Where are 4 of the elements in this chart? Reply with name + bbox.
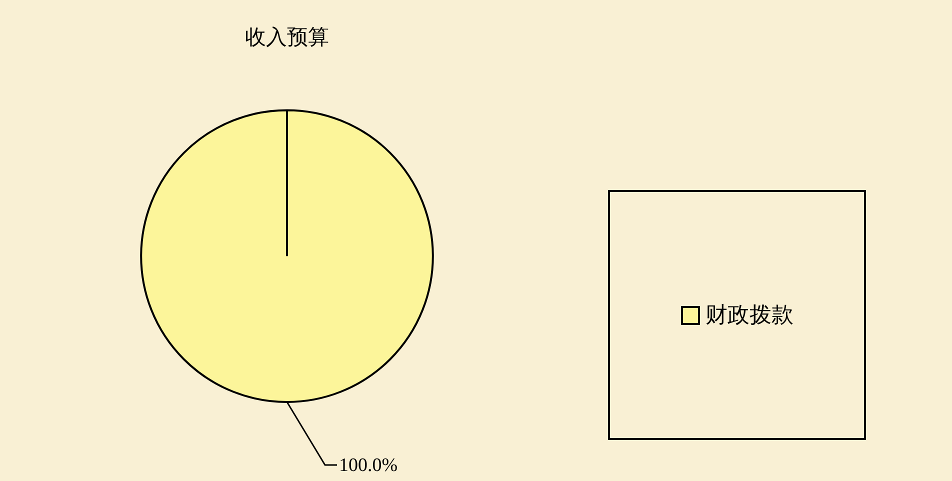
- data-label: 100.0%: [339, 454, 398, 476]
- chart-title: 收入预算: [245, 25, 329, 50]
- legend-frame: 财政拨款: [608, 190, 866, 440]
- legend-label: 财政拨款: [706, 302, 794, 330]
